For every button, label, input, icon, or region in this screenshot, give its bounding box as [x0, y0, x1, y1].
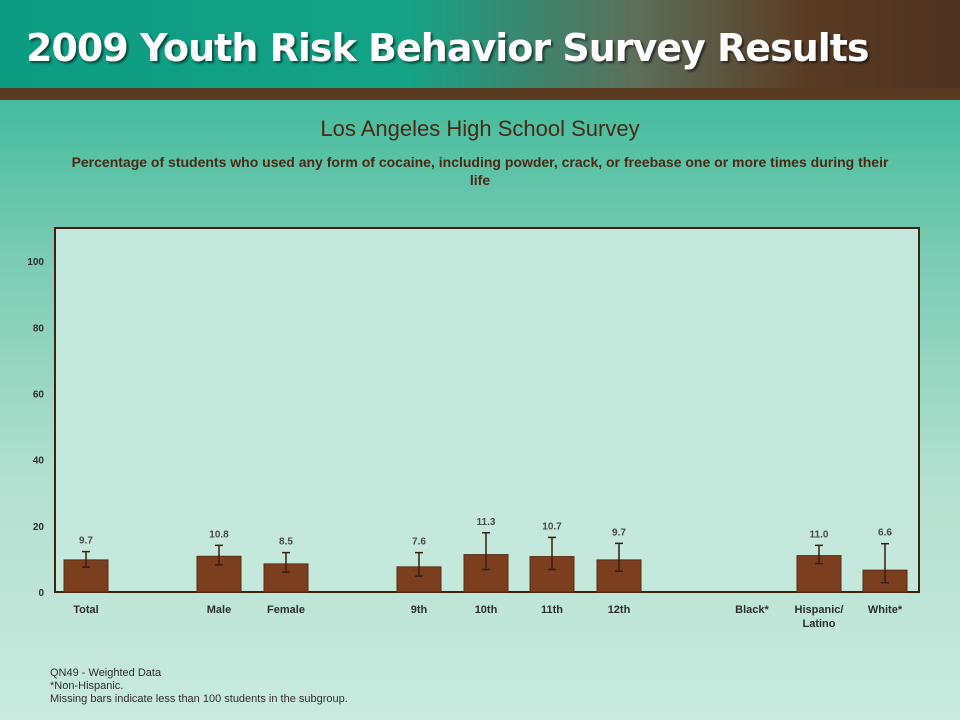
data-label: 9.7: [79, 536, 93, 547]
page-title: 2009 Youth Risk Behavior Survey Results: [26, 26, 870, 70]
bar: [196, 555, 242, 593]
data-label: 11.3: [477, 517, 496, 528]
x-tick-label: Total: [73, 604, 98, 616]
x-tick-label: 11th: [541, 604, 563, 616]
data-label: 6.6: [878, 528, 892, 539]
x-tick-label: 10th: [475, 604, 498, 616]
chart-title: Los Angeles High School Survey: [320, 116, 640, 141]
x-tick-label: Female: [267, 604, 305, 616]
y-tick-label: 80: [33, 323, 45, 334]
data-label: 7.6: [412, 537, 426, 548]
data-label: 8.5: [279, 537, 293, 548]
x-tick-label: Black*: [735, 604, 769, 616]
x-tick-label: Male: [207, 604, 231, 616]
data-label: 10.8: [209, 529, 229, 540]
data-label: 11.0: [810, 529, 829, 540]
footnote-missing-bars: Missing bars indicate less than 100 stud…: [50, 693, 348, 705]
x-tick-label: 12th: [608, 604, 631, 616]
header-divider-band: [0, 88, 960, 100]
x-tick-label: Hispanic/Latino: [795, 604, 844, 630]
chart-subtitle: Percentage of students who used any form…: [71, 154, 889, 188]
footnote-question: QN49 - Weighted Data: [50, 667, 162, 679]
x-tick-label: White*: [868, 604, 903, 616]
x-tick-label: 9th: [411, 604, 428, 616]
bar: [63, 559, 109, 593]
header-banner: [0, 0, 960, 88]
y-tick-label: 0: [38, 588, 44, 599]
data-label: 10.7: [542, 521, 562, 532]
plot-area: [54, 227, 920, 593]
y-tick-label: 40: [33, 456, 45, 467]
y-tick-label: 60: [33, 389, 45, 400]
footnotes: QN49 - Weighted Data *Non-Hispanic. Miss…: [50, 667, 348, 706]
footnote-non-hispanic: *Non-Hispanic.: [50, 680, 124, 692]
y-tick-label: 100: [27, 257, 44, 268]
data-label: 9.7: [612, 527, 626, 538]
y-tick-label: 20: [33, 522, 45, 533]
